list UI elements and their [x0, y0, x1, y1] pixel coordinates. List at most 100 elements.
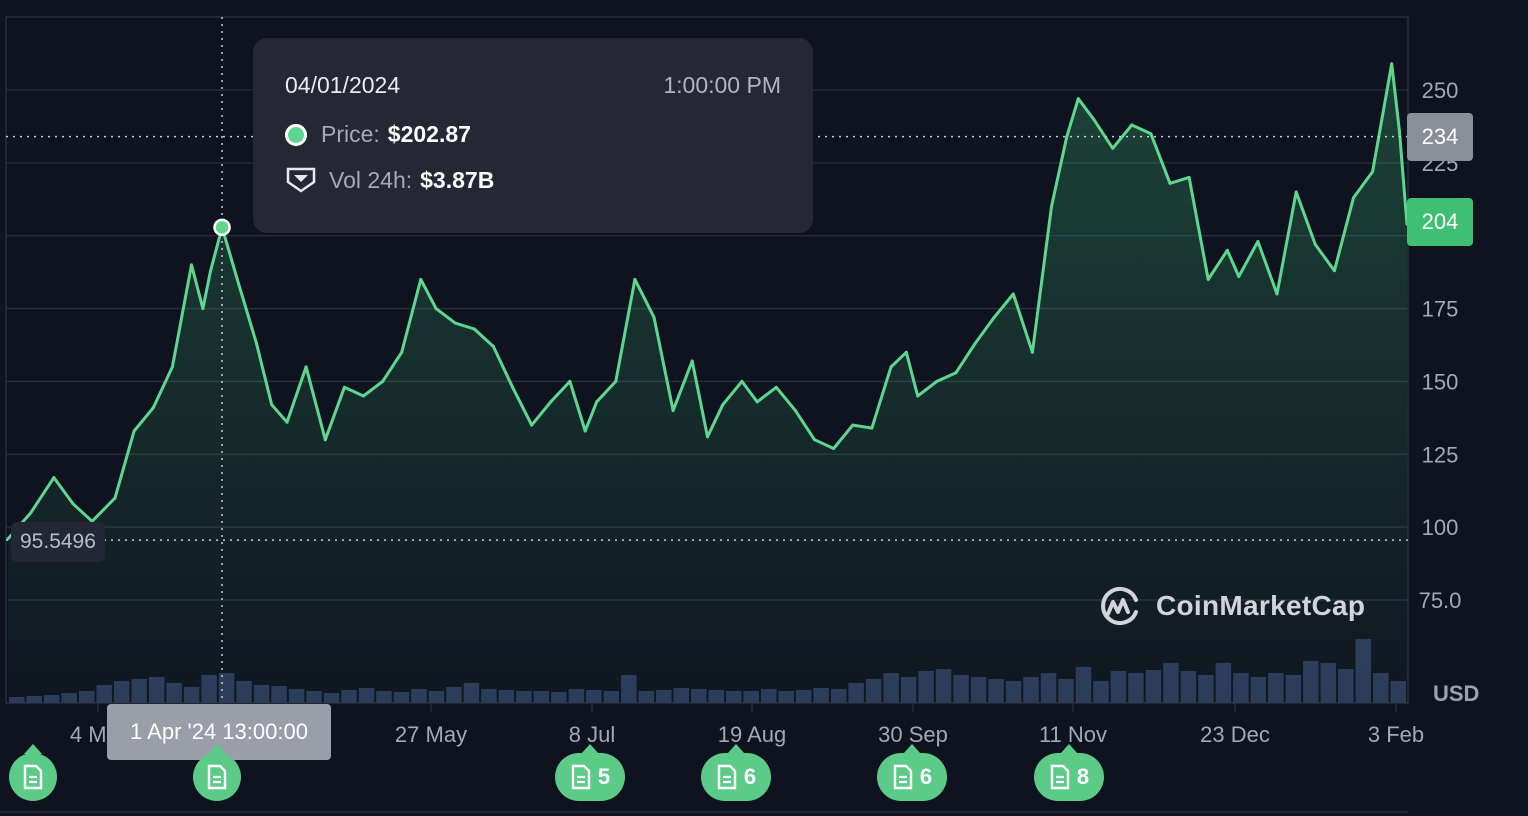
price-point	[29, 511, 33, 515]
price-point	[323, 438, 327, 442]
price-point	[1332, 269, 1336, 273]
price-point	[1275, 292, 1279, 296]
price-point	[530, 423, 534, 427]
price-point	[1206, 277, 1210, 281]
price-point	[1111, 146, 1115, 150]
price-tooltip: 04/01/2024 1:00:00 PM Price: $202.87 Vol…	[253, 38, 813, 233]
price-point	[434, 307, 438, 311]
tooltip-time: 1:00:00 PM	[663, 72, 781, 98]
x-tick-label: 8 Jul	[569, 722, 615, 747]
price-point	[1076, 97, 1080, 101]
price-point	[954, 371, 958, 375]
price-point	[870, 426, 874, 430]
x-tick-label: 11 Nov	[1039, 722, 1107, 747]
news-pin[interactable]: 6	[877, 744, 947, 801]
price-point	[1256, 240, 1260, 244]
news-pin[interactable]: 8	[1034, 744, 1104, 801]
document-icon	[1050, 764, 1070, 790]
price-point	[1130, 123, 1134, 127]
y-tick-label: 100	[1422, 515, 1459, 540]
document-icon	[23, 764, 43, 790]
price-point	[189, 263, 193, 267]
price-point	[472, 327, 476, 331]
news-pin[interactable]: 5	[555, 744, 625, 801]
price-point	[916, 394, 920, 398]
selected-point-marker	[213, 218, 231, 237]
price-point	[706, 435, 709, 439]
price-point	[361, 394, 365, 398]
volume-icon	[286, 167, 316, 193]
price-point	[992, 315, 996, 319]
price-point	[889, 365, 893, 369]
y-tick-label: 150	[1422, 369, 1459, 394]
tooltip-price-value: $202.87	[387, 121, 471, 147]
price-point	[633, 277, 637, 281]
price-point	[400, 350, 404, 354]
tooltip-vol-value: $3.87B	[420, 166, 495, 193]
price-point	[419, 277, 423, 281]
last-price-tag: 204	[1407, 198, 1473, 246]
price-area	[8, 63, 1407, 704]
price-point	[774, 385, 778, 389]
price-point	[342, 385, 346, 389]
price-point	[254, 342, 258, 346]
price-point	[1351, 196, 1355, 200]
price-point	[304, 365, 308, 369]
price-point	[511, 385, 515, 389]
price-point	[671, 409, 675, 413]
news-pin[interactable]	[9, 744, 57, 801]
price-point	[690, 359, 694, 363]
price-point	[1225, 248, 1229, 252]
x-tick-label: 27 May	[395, 722, 467, 747]
price-point	[1065, 135, 1069, 139]
x-tick-label: 3 Feb	[1368, 722, 1424, 747]
y-tick-label: 125	[1422, 442, 1459, 467]
price-point	[1050, 205, 1054, 209]
price-point	[813, 438, 817, 442]
y-tick-label: 75.0	[1419, 588, 1462, 613]
price-point	[52, 476, 56, 480]
price-point	[935, 379, 939, 383]
tooltip-date: 04/01/2024	[285, 72, 401, 98]
price-point	[583, 429, 587, 433]
price-point	[71, 502, 75, 506]
price-point	[1371, 170, 1375, 174]
price-point	[1313, 242, 1317, 246]
brand-logo: CoinMarketCap	[1096, 582, 1365, 630]
price-points	[6, 62, 1409, 541]
price-point	[904, 350, 908, 354]
news-pin[interactable]: 6	[701, 744, 771, 801]
currency-label: USD	[1433, 681, 1480, 706]
brand-name: CoinMarketCap	[1156, 590, 1366, 621]
price-line	[6, 62, 1409, 540]
news-count: 6	[919, 764, 933, 789]
price-point	[1092, 117, 1096, 121]
price-point	[201, 307, 205, 311]
price-point	[113, 496, 117, 500]
price-point	[1011, 292, 1015, 296]
tooltip-price-label: Price:	[321, 121, 380, 147]
y-tick-label: 175	[1422, 297, 1459, 322]
price-point	[270, 403, 274, 407]
news-pin[interactable]	[193, 744, 241, 801]
price-point	[209, 269, 213, 273]
price-point	[170, 365, 174, 369]
price-point	[549, 400, 553, 404]
document-icon	[207, 764, 227, 790]
document-icon	[571, 764, 591, 790]
price-point	[652, 315, 656, 319]
document-icon	[717, 764, 737, 790]
price-point	[614, 379, 618, 383]
price-point	[381, 379, 385, 383]
price-point	[1294, 190, 1298, 194]
x-axis: 4 Mar 27 May 8 Jul 19 Aug 30 Sep 11 Nov 23 Dec…	[70, 703, 1424, 747]
price-point	[721, 403, 725, 407]
price-point	[1149, 132, 1153, 136]
news-count: 5	[597, 764, 611, 789]
news-count: 6	[743, 764, 757, 789]
coinmarketcap-icon	[1101, 587, 1138, 625]
price-point	[285, 420, 289, 424]
price-point	[595, 400, 599, 404]
x-tick-label: 30 Sep	[878, 722, 948, 747]
